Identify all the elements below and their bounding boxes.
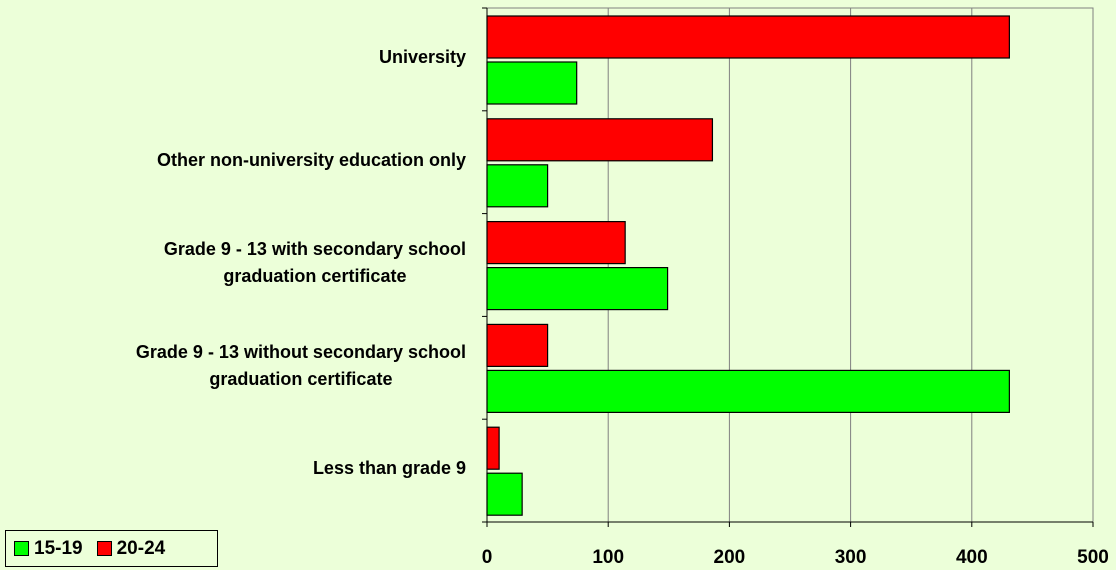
category-label: Grade 9 - 13 with secondary school gradua… (164, 236, 466, 290)
category-label-line: Grade 9 - 13 with secondary school (163, 239, 466, 259)
category-label: Grade 9 - 13 without secondary school gra… (136, 339, 466, 393)
legend-swatch-20-24 (96, 541, 112, 556)
category-label-line: graduation certificate (223, 266, 407, 286)
legend-swatch-15-19 (14, 541, 29, 556)
legend-item-20-24: 20-24 (96, 537, 166, 560)
x-tick-label: 300 (835, 547, 867, 568)
category-label: Other non-university education only (157, 147, 466, 174)
legend-label-15-19: 15-19 (34, 537, 83, 559)
x-tick-label: 0 (482, 547, 493, 568)
category-label-line: Less than grade 9 (312, 458, 466, 479)
bar-15-19-4 (486, 472, 523, 516)
bar-15-19-3 (486, 369, 1010, 413)
plot-area (486, 7, 1094, 523)
bar-15-19-2 (486, 267, 669, 311)
legend-label-20-24: 20-24 (116, 537, 166, 559)
x-tick-label: 100 (592, 547, 624, 568)
category-label-line: Grade 9 - 13 without secondary school (135, 341, 466, 362)
x-tick-label: 400 (956, 547, 988, 568)
category-label-line: University (378, 46, 466, 67)
bar-20-24-3 (486, 323, 549, 367)
x-tick-label: 500 (1077, 547, 1109, 568)
bar-20-24-4 (486, 426, 500, 470)
bar-20-24-2 (486, 221, 626, 265)
legend: 15-19 20-24 (5, 530, 218, 567)
bar-20-24-0 (486, 15, 1010, 59)
category-label: Less than grade 9 (313, 455, 466, 482)
bar-15-19-1 (486, 164, 549, 208)
x-tick-label: 200 (714, 547, 746, 568)
bar-15-19-0 (486, 61, 578, 105)
bar-20-24-1 (486, 118, 714, 162)
category-label-line: graduation certificate (209, 368, 393, 389)
category-label-line: Other non-university education only (156, 149, 466, 170)
legend-item-15-19: 15-19 (14, 538, 83, 560)
category-label: University (379, 44, 466, 71)
